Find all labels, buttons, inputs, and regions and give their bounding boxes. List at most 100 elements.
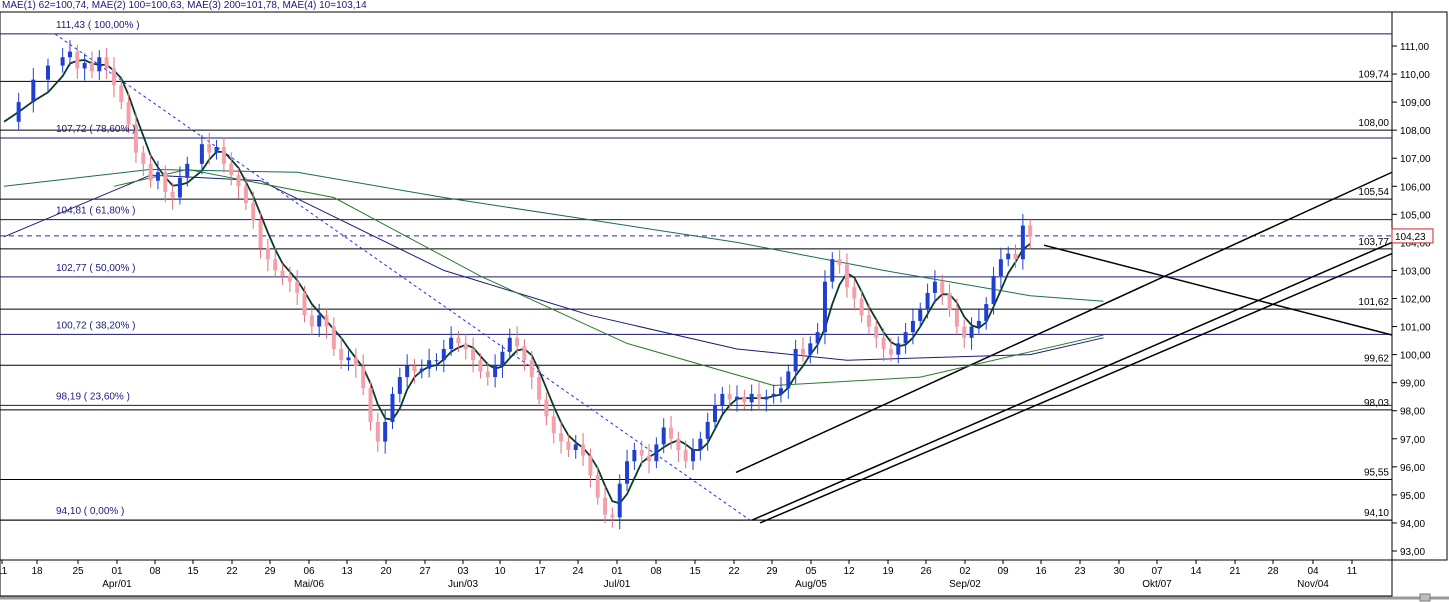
level-label: 103,77 — [1358, 237, 1389, 248]
candle-body — [82, 62, 87, 69]
level-label: 109,74 — [1358, 69, 1389, 80]
candle-body — [529, 360, 534, 378]
candle-body — [844, 264, 849, 288]
candle-body — [449, 337, 454, 349]
candle-body — [537, 377, 542, 400]
y-tick-label: 94,00 — [1400, 519, 1425, 530]
candle-body — [67, 51, 72, 58]
candle-body — [126, 102, 131, 125]
y-tick-label: 106,00 — [1400, 182, 1431, 193]
current-price-tag — [1391, 228, 1434, 244]
candle-body — [441, 349, 446, 361]
candle-body — [984, 304, 989, 321]
candle-body — [339, 349, 344, 361]
candle-body — [1006, 253, 1011, 260]
candle-body — [375, 421, 380, 442]
candle-body — [324, 315, 329, 327]
x-tick-label: 25 — [72, 566, 84, 577]
candle-body — [962, 326, 967, 338]
y-tick-label: 103,00 — [1400, 266, 1431, 277]
candle-body — [221, 147, 226, 164]
candle-body — [778, 388, 783, 394]
candle-body — [881, 337, 886, 349]
fib-level-label: 111,43 ( 100,00% ) — [56, 20, 140, 31]
candle-body — [749, 393, 754, 403]
candle-body — [148, 163, 153, 181]
ma-fast-line — [3, 59, 1031, 505]
candle-body — [214, 147, 219, 153]
candle-body — [610, 514, 615, 518]
level-label: 101,62 — [1358, 297, 1389, 308]
candle-body — [727, 393, 732, 400]
candle-body — [522, 346, 527, 361]
fib-level-label: 100,72 ( 38,20% ) — [56, 320, 136, 331]
x-tick-label: 22 — [226, 566, 238, 577]
candle-body — [551, 416, 556, 434]
level-label: 105,54 — [1358, 187, 1389, 198]
candle-body — [236, 175, 241, 187]
candle-body — [1028, 225, 1033, 237]
candle-body — [859, 298, 864, 316]
candle-body — [133, 124, 138, 153]
candle-body — [888, 349, 893, 355]
candle-body — [793, 349, 798, 372]
x-tick-label: 09 — [997, 566, 1009, 577]
y-tick-label: 110,00 — [1400, 70, 1430, 81]
x-tick-label: 18 — [31, 566, 43, 577]
y-tick-label: 96,00 — [1400, 463, 1425, 474]
channel-lower-line-2 — [759, 252, 1393, 524]
candle-body — [229, 163, 234, 176]
candle-body — [478, 360, 483, 372]
candle-body — [427, 360, 432, 369]
x-month-label: Okt/07 — [1142, 579, 1172, 590]
y-tick-label: 105,00 — [1400, 210, 1431, 221]
candle-body — [771, 393, 776, 397]
x-tick-label: 26 — [920, 566, 932, 577]
y-tick-label: 111,00 — [1400, 42, 1430, 53]
x-tick-label: 21 — [1229, 566, 1241, 577]
level-label: 98,03 — [1364, 398, 1389, 409]
x-tick-label: 05 — [805, 566, 817, 577]
candle-body — [764, 396, 769, 400]
candle-body — [947, 292, 952, 310]
y-tick-label: 102,00 — [1400, 295, 1431, 306]
candle-body — [119, 85, 124, 103]
candle-body — [918, 309, 923, 321]
candle-body — [639, 450, 644, 456]
candle-body — [559, 433, 564, 442]
candle-body — [463, 343, 468, 349]
level-label: 94,10 — [1364, 508, 1389, 519]
candle-body — [705, 421, 710, 439]
candle-body — [874, 326, 879, 338]
x-tick-label: 13 — [341, 566, 353, 577]
candle-body — [75, 51, 80, 69]
candle-body — [837, 259, 842, 265]
candle-body — [243, 186, 248, 204]
candle-body — [368, 388, 373, 422]
candle-body — [617, 483, 622, 518]
candle-body — [507, 337, 512, 352]
scrollbar-thumb — [1419, 593, 1431, 602]
indicator-legend: MAE(1) 62=100,74, MAE(2) 100=100,63, MAE… — [2, 0, 367, 11]
candles-layer — [16, 40, 1033, 530]
candle-body — [683, 450, 688, 462]
x-tick-label: 14 — [1190, 566, 1202, 577]
candle-body — [265, 248, 270, 260]
candle-body — [273, 259, 278, 271]
candle-body — [111, 68, 116, 86]
candle-body — [925, 292, 930, 310]
candle-body — [932, 281, 937, 293]
candle-body — [852, 287, 857, 299]
x-tick-label: 08 — [650, 566, 662, 577]
x-tick-label: 16 — [1035, 566, 1047, 577]
candle-body — [287, 276, 292, 282]
x-tick-label: 19 — [882, 566, 894, 577]
fib-level-label: 107,72 ( 78,60% ) — [56, 124, 136, 135]
y-tick-label: 98,00 — [1400, 407, 1425, 418]
x-month-label: Jul/01 — [604, 579, 631, 590]
x-tick-label: 10 — [494, 566, 506, 577]
candle-body — [302, 292, 307, 316]
candle-body — [1020, 225, 1025, 260]
x-tick-label: 11 — [0, 566, 8, 577]
